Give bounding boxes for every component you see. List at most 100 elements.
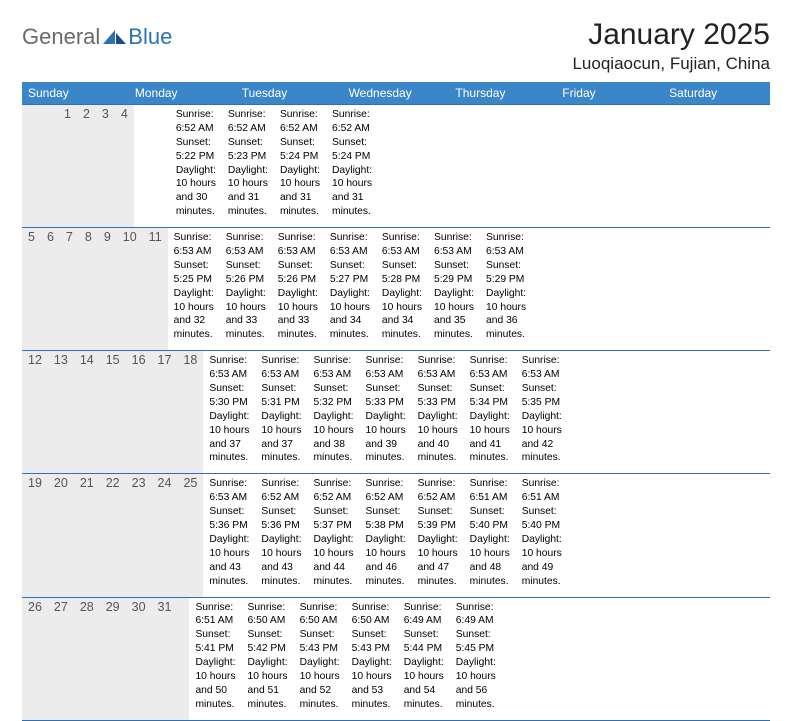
day-number: 28 xyxy=(74,598,100,720)
day-number: 19 xyxy=(22,474,48,596)
details-row: Sunrise: 6:53 AMSunset: 5:25 PMDaylight:… xyxy=(168,228,532,350)
day-number xyxy=(177,598,189,720)
day-number: 5 xyxy=(22,228,41,350)
header: General Blue January 2025 Luoqiaocun, Fu… xyxy=(22,18,770,74)
day-details xyxy=(146,105,158,227)
day-details: Sunrise: 6:53 AMSunset: 5:26 PMDaylight:… xyxy=(220,228,272,350)
day-number: 3 xyxy=(96,105,115,227)
day-details: Sunrise: 6:53 AMSunset: 5:25 PMDaylight:… xyxy=(168,228,220,350)
week-row: 262728293031Sunrise: 6:51 AMSunset: 5:41… xyxy=(22,597,770,720)
day-number: 27 xyxy=(48,598,74,720)
day-details: Sunrise: 6:52 AMSunset: 5:24 PMDaylight:… xyxy=(326,105,378,227)
day-number xyxy=(22,105,34,227)
day-number: 10 xyxy=(117,228,143,350)
day-number: 25 xyxy=(177,474,203,596)
day-number: 23 xyxy=(126,474,152,596)
day-details: Sunrise: 6:53 AMSunset: 5:35 PMDaylight:… xyxy=(516,351,568,473)
day-details: Sunrise: 6:52 AMSunset: 5:36 PMDaylight:… xyxy=(255,474,307,596)
daynum-row: 1234 xyxy=(22,105,134,227)
day-number: 7 xyxy=(60,228,79,350)
brand-text-general: General xyxy=(22,24,100,50)
week-row: 567891011Sunrise: 6:53 AMSunset: 5:25 PM… xyxy=(22,227,770,350)
dow-header-cell: Thursday xyxy=(449,82,556,104)
day-number: 30 xyxy=(126,598,152,720)
week-row: 1234 Sunrise: 6:52 AMSunset: 5:22 PMDayli… xyxy=(22,104,770,227)
calendar-grid: SundayMondayTuesdayWednesdayThursdayFrid… xyxy=(22,82,770,721)
day-details xyxy=(502,598,514,720)
day-details: Sunrise: 6:51 AMSunset: 5:41 PMDaylight:… xyxy=(189,598,241,720)
day-number: 12 xyxy=(22,351,48,473)
day-details: Sunrise: 6:52 AMSunset: 5:22 PMDaylight:… xyxy=(170,105,222,227)
day-number: 16 xyxy=(126,351,152,473)
title-block: January 2025 Luoqiaocun, Fujian, China xyxy=(572,18,770,74)
day-number: 22 xyxy=(100,474,126,596)
brand-text-blue: Blue xyxy=(128,24,172,50)
day-number: 15 xyxy=(100,351,126,473)
dow-header-cell: Wednesday xyxy=(343,82,450,104)
day-details: Sunrise: 6:49 AMSunset: 5:44 PMDaylight:… xyxy=(398,598,450,720)
daynum-row: 12131415161718 xyxy=(22,351,203,473)
day-number: 21 xyxy=(74,474,100,596)
day-details: Sunrise: 6:53 AMSunset: 5:29 PMDaylight:… xyxy=(428,228,480,350)
day-details xyxy=(134,105,146,227)
day-details: Sunrise: 6:53 AMSunset: 5:31 PMDaylight:… xyxy=(255,351,307,473)
day-number xyxy=(46,105,58,227)
day-number: 14 xyxy=(74,351,100,473)
day-details: Sunrise: 6:53 AMSunset: 5:27 PMDaylight:… xyxy=(324,228,376,350)
day-number: 9 xyxy=(98,228,117,350)
day-details: Sunrise: 6:53 AMSunset: 5:26 PMDaylight:… xyxy=(272,228,324,350)
day-number: 20 xyxy=(48,474,74,596)
day-details: Sunrise: 6:51 AMSunset: 5:40 PMDaylight:… xyxy=(464,474,516,596)
day-number: 31 xyxy=(152,598,178,720)
details-row: Sunrise: 6:53 AMSunset: 5:36 PMDaylight:… xyxy=(203,474,567,596)
day-details xyxy=(158,105,170,227)
day-details: Sunrise: 6:53 AMSunset: 5:29 PMDaylight:… xyxy=(480,228,532,350)
daynum-row: 567891011 xyxy=(22,228,168,350)
day-details: Sunrise: 6:50 AMSunset: 5:43 PMDaylight:… xyxy=(346,598,398,720)
day-details: Sunrise: 6:53 AMSunset: 5:34 PMDaylight:… xyxy=(464,351,516,473)
location-text: Luoqiaocun, Fujian, China xyxy=(572,54,770,74)
day-number: 11 xyxy=(143,228,168,350)
dow-header-cell: Tuesday xyxy=(236,82,343,104)
day-details: Sunrise: 6:53 AMSunset: 5:28 PMDaylight:… xyxy=(376,228,428,350)
day-number: 6 xyxy=(41,228,60,350)
week-row: 12131415161718Sunrise: 6:53 AMSunset: 5:… xyxy=(22,350,770,473)
details-row: Sunrise: 6:53 AMSunset: 5:30 PMDaylight:… xyxy=(203,351,567,473)
day-details: Sunrise: 6:49 AMSunset: 5:45 PMDaylight:… xyxy=(450,598,502,720)
day-number xyxy=(34,105,46,227)
dow-header-cell: Monday xyxy=(129,82,236,104)
day-number: 18 xyxy=(177,351,203,473)
day-number: 13 xyxy=(48,351,74,473)
dow-header-cell: Sunday xyxy=(22,82,129,104)
sail-icon xyxy=(102,28,128,46)
day-details: Sunrise: 6:50 AMSunset: 5:43 PMDaylight:… xyxy=(294,598,346,720)
brand-logo: General Blue xyxy=(22,24,172,50)
day-number: 2 xyxy=(77,105,96,227)
day-details: Sunrise: 6:52 AMSunset: 5:38 PMDaylight:… xyxy=(360,474,412,596)
day-details: Sunrise: 6:53 AMSunset: 5:33 PMDaylight:… xyxy=(360,351,412,473)
day-number: 26 xyxy=(22,598,48,720)
day-details: Sunrise: 6:50 AMSunset: 5:42 PMDaylight:… xyxy=(242,598,294,720)
day-number: 17 xyxy=(152,351,178,473)
dow-header-cell: Friday xyxy=(556,82,663,104)
day-details: Sunrise: 6:52 AMSunset: 5:39 PMDaylight:… xyxy=(412,474,464,596)
day-number: 8 xyxy=(79,228,98,350)
dow-header-row: SundayMondayTuesdayWednesdayThursdayFrid… xyxy=(22,82,770,104)
dow-header-cell: Saturday xyxy=(663,82,770,104)
day-details: Sunrise: 6:53 AMSunset: 5:33 PMDaylight:… xyxy=(412,351,464,473)
day-number: 1 xyxy=(58,105,77,227)
day-details: Sunrise: 6:52 AMSunset: 5:37 PMDaylight:… xyxy=(307,474,359,596)
calendar-bottom-rule xyxy=(22,720,770,721)
day-number: 4 xyxy=(115,105,134,227)
week-row: 19202122232425Sunrise: 6:53 AMSunset: 5:… xyxy=(22,473,770,596)
details-row: Sunrise: 6:52 AMSunset: 5:22 PMDaylight:… xyxy=(134,105,378,227)
day-number: 24 xyxy=(152,474,178,596)
day-details: Sunrise: 6:52 AMSunset: 5:24 PMDaylight:… xyxy=(274,105,326,227)
daynum-row: 19202122232425 xyxy=(22,474,203,596)
month-title: January 2025 xyxy=(572,18,770,52)
day-number: 29 xyxy=(100,598,126,720)
day-details: Sunrise: 6:53 AMSunset: 5:36 PMDaylight:… xyxy=(203,474,255,596)
daynum-row: 262728293031 xyxy=(22,598,189,720)
day-details: Sunrise: 6:52 AMSunset: 5:23 PMDaylight:… xyxy=(222,105,274,227)
details-row: Sunrise: 6:51 AMSunset: 5:41 PMDaylight:… xyxy=(189,598,513,720)
